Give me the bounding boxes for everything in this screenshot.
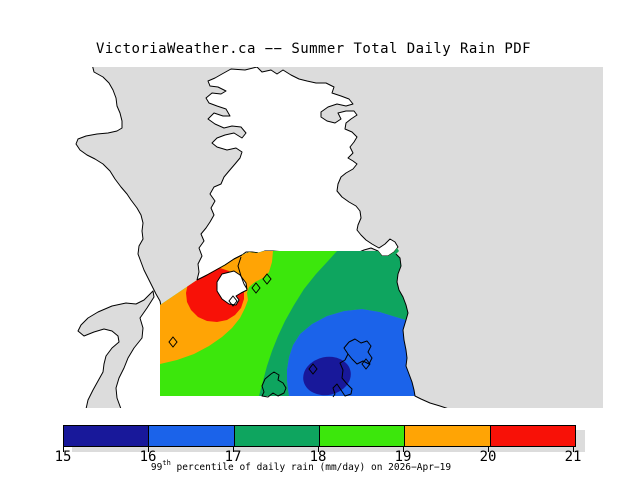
contour-zone-17-18 <box>259 248 408 396</box>
coastline-over-contours-west <box>196 254 248 290</box>
colorbar-caption: 99th percentile of daily rain (mm/day) o… <box>46 459 556 474</box>
colorbar-tick-label: 21 <box>564 449 582 465</box>
colorbar-tick-label: 19 <box>394 449 412 465</box>
station-diamond-marker <box>251 282 261 294</box>
colorbar-tick-21 <box>573 447 574 452</box>
colorbar-tick-16 <box>148 447 149 452</box>
harbour-inlet-curl <box>216 270 248 306</box>
caption-number: 99 <box>150 462 163 474</box>
colorbar-segment-17-18 <box>233 426 319 446</box>
page-title: VictoriaWeather.ca −− Summer Total Daily… <box>96 41 532 57</box>
trial-island-outline <box>261 371 287 398</box>
colorbar-tick-19 <box>403 447 404 452</box>
sooke-inlet-channel <box>77 290 155 408</box>
station-diamond-marker <box>361 358 371 370</box>
colorbar-segment-19-20 <box>404 426 490 446</box>
colorbar-segment-16-17 <box>148 426 234 446</box>
colorbar <box>63 425 576 447</box>
colorbar-segment-18-19 <box>318 426 405 446</box>
colorbar-tick-18 <box>318 447 319 452</box>
station-diamond-marker <box>262 273 272 285</box>
colorbar-tick-label: 15 <box>54 449 72 465</box>
south-shore-strip <box>159 396 446 408</box>
central-landmass <box>196 67 399 281</box>
station-diamond-marker <box>168 336 178 348</box>
caption-text: percentile of daily rain (mm/day) on 202… <box>170 462 452 474</box>
colorbar-segment-15-16 <box>64 426 149 446</box>
colorbar-tick-20 <box>488 447 489 452</box>
offshore-islands-outline <box>332 338 373 398</box>
station-diamond-marker <box>308 363 318 375</box>
station-diamond-marker <box>228 295 238 307</box>
colorbar-tick-label: 18 <box>309 449 327 465</box>
station-markers <box>168 273 371 375</box>
colorbar-segment-20-21 <box>489 426 575 446</box>
colorbar-tick-17 <box>233 447 234 452</box>
caption-ordinal-suffix: th <box>162 459 171 467</box>
colorbar-tick-label: 17 <box>224 449 242 465</box>
coastline-over-contours-east <box>395 253 448 408</box>
colorbar-tick-label: 20 <box>479 449 497 465</box>
colorbar-tick-label: 16 <box>139 449 157 465</box>
colorbar-tick-15 <box>63 447 64 452</box>
